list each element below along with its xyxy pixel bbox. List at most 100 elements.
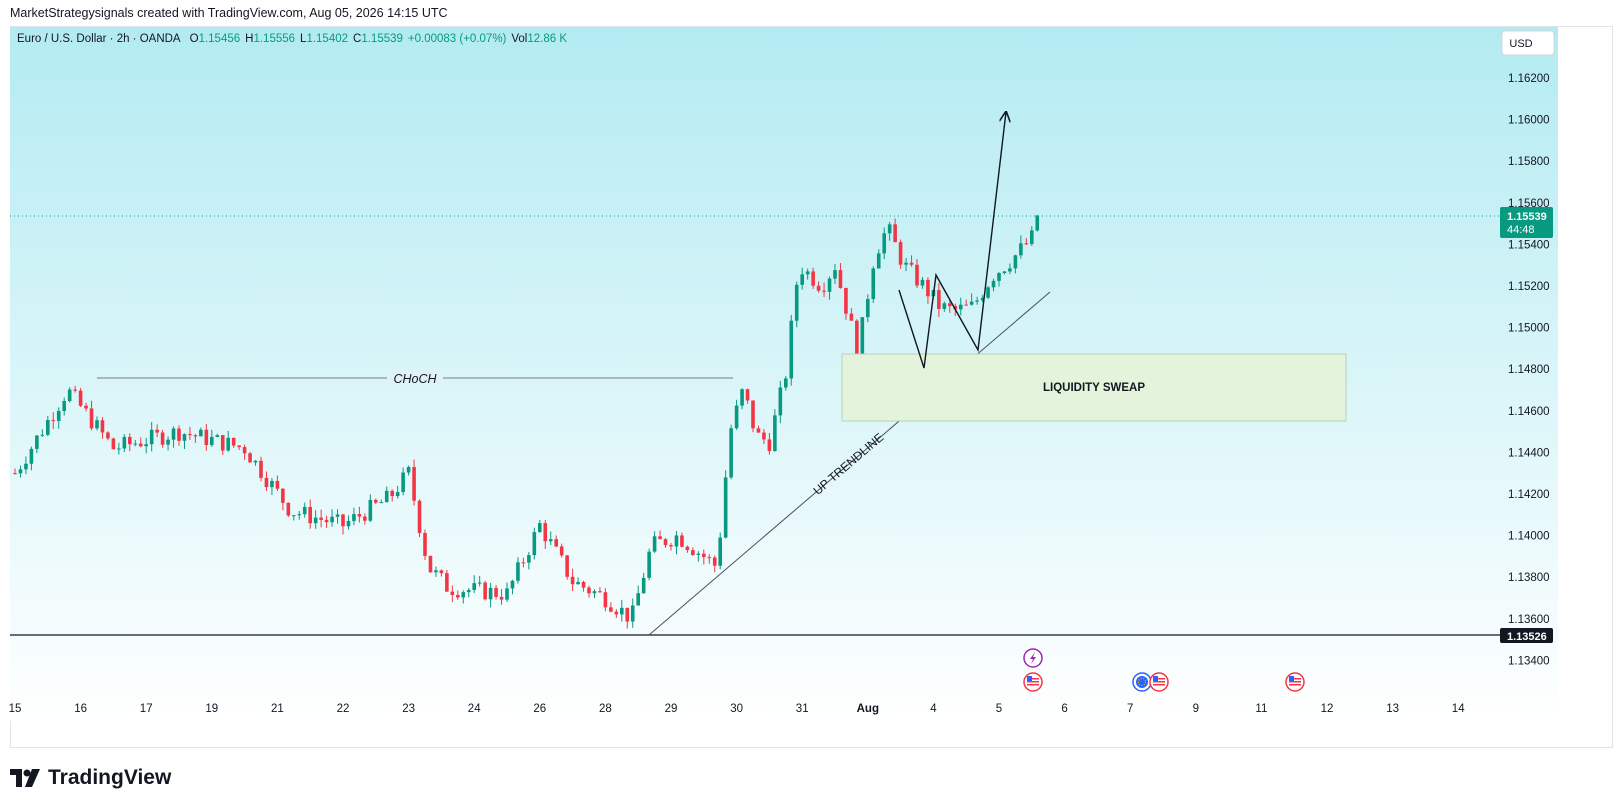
candle-body	[942, 303, 947, 309]
candle-body	[106, 432, 110, 439]
candle-body	[193, 435, 198, 437]
change-value: +0.00083 (+0.07%)	[407, 33, 507, 45]
open-label: O	[189, 33, 199, 45]
y-tick-label: 1.13600	[1508, 614, 1550, 626]
x-tick-label: 12	[1321, 703, 1334, 715]
tradingview-brand[interactable]: TradingView	[10, 766, 171, 790]
candle-body	[242, 447, 247, 454]
y-tick-label: 1.15200	[1508, 281, 1550, 293]
candle-body	[734, 405, 739, 429]
y-tick-label: 1.15000	[1508, 323, 1550, 335]
liquidity-zone	[841, 353, 1347, 422]
candle-body	[647, 551, 651, 578]
y-tick-label: 1.15400	[1508, 239, 1550, 251]
candle-body	[876, 253, 881, 269]
candle-body	[882, 233, 886, 254]
candle-body	[789, 320, 794, 379]
candle-body	[406, 467, 411, 473]
brand-name: TradingView	[48, 766, 172, 789]
candle-body	[117, 448, 121, 450]
candle-body	[286, 502, 291, 516]
symbol-legend[interactable]: Euro / U.S. Dollar · 2h · OANDA O1.15456…	[17, 33, 567, 45]
x-tick-label: 5	[996, 703, 1002, 715]
candle-body	[488, 587, 493, 600]
candle-body	[521, 562, 526, 564]
candle-body	[302, 506, 307, 515]
candle-body	[379, 502, 384, 504]
candle-body	[401, 472, 405, 493]
x-tick-label: 4	[930, 703, 937, 715]
candle-body	[554, 539, 558, 547]
candle-body	[35, 435, 39, 449]
candle-body	[84, 405, 88, 409]
candle-body	[609, 607, 613, 612]
candle-body	[89, 408, 94, 429]
candle-body	[1002, 271, 1007, 274]
candle-body	[1013, 255, 1018, 269]
lightning-event-icon[interactable]	[1023, 648, 1043, 668]
y-axis[interactable]: 1.16200 1.16000 1.15800 1.15600 1.15400 1.152…	[1508, 73, 1550, 667]
candle-body	[581, 581, 586, 588]
candle-body	[417, 500, 422, 533]
candle-body	[729, 428, 733, 478]
candle-body	[980, 297, 985, 301]
candle-body	[707, 557, 712, 559]
choch-label-bg	[387, 370, 443, 386]
eu-flag-event-icon[interactable]	[1132, 672, 1152, 692]
support-badge: 1.13526	[1500, 628, 1553, 643]
candle-body	[893, 224, 897, 243]
candle-body	[603, 592, 608, 608]
y-tick-label: 1.14400	[1508, 447, 1550, 459]
candle-body	[844, 287, 848, 314]
candle-body	[964, 304, 968, 306]
candle-body	[248, 453, 252, 463]
candle-body	[565, 555, 569, 577]
candle-body	[718, 537, 722, 566]
candle-body	[215, 435, 220, 437]
symbol-title[interactable]: Euro / U.S. Dollar · 2h · OANDA	[17, 33, 181, 45]
candle-body	[204, 429, 209, 446]
x-axis[interactable]: 15 16 17 19 21 22 23 24 26 28 29 30 31 Aug 4 5 6 7 9 11 12 13…	[9, 703, 1466, 715]
x-tick-label: 23	[402, 703, 415, 715]
chart-caption: MarketStrategysignals created with Tradi…	[10, 6, 448, 20]
candle-body	[133, 443, 138, 445]
candle-body	[439, 570, 444, 574]
candle-body	[100, 420, 105, 433]
candle-body	[395, 492, 400, 497]
candle-body	[275, 480, 280, 489]
candle-body	[384, 490, 389, 503]
candle-body	[445, 573, 449, 592]
candle-body	[111, 438, 116, 450]
candle-body	[46, 420, 50, 435]
us-flag-event-icon[interactable]	[1285, 672, 1305, 692]
close-label: C	[353, 33, 362, 45]
candle-body	[335, 514, 340, 517]
candle-body	[751, 400, 755, 429]
candle-body	[220, 435, 225, 451]
y-tick-label: 1.13800	[1508, 572, 1550, 584]
candle-body	[652, 536, 657, 552]
candle-body	[948, 303, 952, 307]
candle-body	[1030, 230, 1034, 244]
y-tick-label: 1.14600	[1508, 406, 1550, 418]
candle-body	[357, 514, 362, 517]
candle-body	[762, 432, 766, 440]
candle-body	[412, 467, 416, 501]
candle-body	[570, 576, 575, 585]
candle-body	[73, 389, 77, 391]
candle-body	[330, 516, 334, 523]
us-flag-event-icon[interactable]	[1023, 672, 1043, 692]
candle-body	[483, 582, 487, 600]
candle-body	[559, 546, 564, 556]
candle-body	[160, 432, 165, 445]
tradingview-logo-icon	[10, 769, 40, 787]
events-row[interactable]	[1023, 648, 1305, 692]
candle-body	[1035, 215, 1040, 231]
us-flag-event-icon[interactable]	[1149, 672, 1169, 692]
candle-body	[155, 429, 159, 433]
x-tick-label: 15	[9, 703, 22, 715]
candle-body	[756, 428, 761, 433]
candle-body	[958, 304, 963, 310]
currency-button[interactable]: USD	[1501, 30, 1555, 56]
